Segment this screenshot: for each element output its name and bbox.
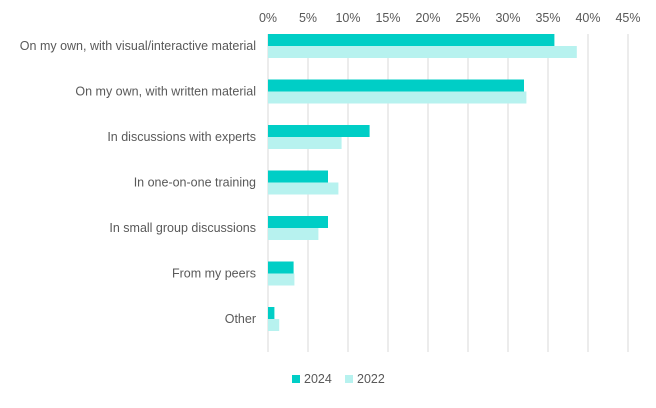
- x-tick-label: 30%: [495, 11, 520, 25]
- category-label: In one-on-one training: [134, 176, 256, 190]
- x-tick-label: 25%: [455, 11, 480, 25]
- category-label: From my peers: [172, 267, 256, 281]
- x-tick-label: 15%: [375, 11, 400, 25]
- bar-2022: [268, 228, 319, 240]
- category-label: On my own, with visual/interactive mater…: [20, 39, 256, 53]
- bar-2022: [268, 182, 339, 195]
- bar-2022: [268, 46, 577, 58]
- category-labels: On my own, with visual/interactive mater…: [20, 39, 256, 326]
- bar-2024: [268, 34, 555, 46]
- bar-2024: [268, 307, 275, 319]
- bar-2022: [268, 91, 527, 104]
- category-label: On my own, with written material: [75, 85, 256, 99]
- category-label: In small group discussions: [109, 221, 256, 235]
- legend-label-2024: 2024: [304, 372, 332, 386]
- x-tick-label: 20%: [415, 11, 440, 25]
- x-tick-label: 5%: [299, 11, 317, 25]
- x-tick-label: 45%: [615, 11, 640, 25]
- bars: [268, 34, 577, 331]
- x-tick-label: 40%: [575, 11, 600, 25]
- bar-2022: [268, 273, 295, 286]
- bar-2024: [268, 216, 328, 228]
- legend-swatch-2022: [345, 375, 353, 383]
- bar-2022: [268, 319, 280, 331]
- bar-2024: [268, 125, 370, 137]
- x-tick-label: 35%: [535, 11, 560, 25]
- x-tick-label: 10%: [335, 11, 360, 25]
- category-label: In discussions with experts: [107, 130, 256, 144]
- legend-label-2022: 2022: [357, 372, 385, 386]
- legend-swatch-2024: [292, 375, 300, 383]
- bar-2022: [268, 137, 342, 149]
- x-axis-tick-labels: 0% 5% 10% 15% 20% 25% 30% 35% 40% 45%: [259, 11, 641, 25]
- bar-2024: [268, 79, 524, 92]
- x-tick-label: 0%: [259, 11, 277, 25]
- legend: 2024 2022: [292, 372, 385, 386]
- bar-2024: [268, 261, 294, 274]
- bar-2024: [268, 170, 328, 183]
- category-label: Other: [225, 312, 256, 326]
